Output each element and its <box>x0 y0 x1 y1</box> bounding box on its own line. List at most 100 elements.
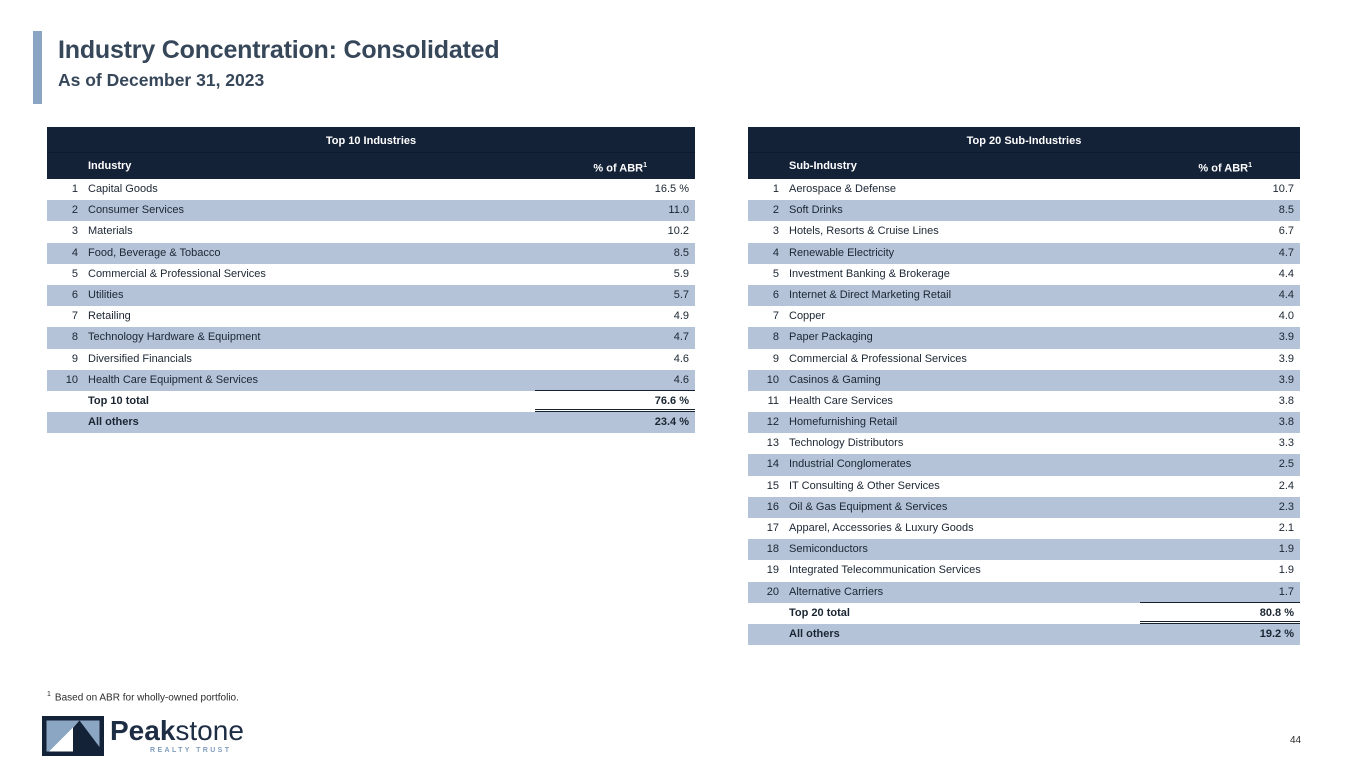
table-row: 10 Casinos & Gaming 3.9 <box>748 369 1300 391</box>
table-row: 1 Aerospace & Defense 10.7 <box>748 179 1300 200</box>
row-rank: 2 <box>772 204 779 217</box>
row-rank: 17 <box>766 522 779 534</box>
others-value: 23.4 % <box>654 416 689 429</box>
row-sub-industry-name: Aerospace & Defense <box>789 183 897 195</box>
logo-tagline: REALTY TRUST <box>150 747 232 754</box>
column-header-abr: % of ABR1 <box>1198 153 1300 179</box>
row-abr-value: 4.6 <box>673 352 689 365</box>
table-row: 4 Renewable Electricity 4.7 <box>748 242 1300 264</box>
table-row: 9 Commercial & Professional Services 3.9 <box>748 349 1300 370</box>
table-row: 14 Industrial Conglomerates 2.5 <box>748 454 1300 476</box>
row-abr-value: 4.0 <box>1278 310 1294 323</box>
row-industry-name: Food, Beverage & Tobacco <box>88 246 221 259</box>
table-row: 6 Internet & Direct Marketing Retail 4.4 <box>748 284 1300 307</box>
row-abr-value: 4.9 <box>673 310 689 323</box>
row-sub-industry-name: Commercial & Professional Services <box>789 352 967 365</box>
row-rank: 16 <box>766 500 779 513</box>
row-rank: 9 <box>772 352 779 365</box>
table-row: 1 Capital Goods 16.5 % <box>47 179 695 200</box>
table-row: 17 Apparel, Accessories & Luxury Goods 2… <box>748 518 1300 539</box>
peakstone-logo: Peakstone REALTY TRUST <box>42 715 272 760</box>
row-rank: 6 <box>71 288 78 301</box>
page-subtitle: As of December 31, 2023 <box>58 70 265 90</box>
row-abr-value: 3.3 <box>1278 437 1294 450</box>
table-row: 3 Materials 10.2 <box>47 221 695 242</box>
row-rank: 8 <box>772 331 779 344</box>
table-row: 7 Copper 4.0 <box>748 306 1300 327</box>
table-row: 20 Alternative Carriers 1.7 <box>748 581 1300 603</box>
wordmark-stone: stone <box>175 715 244 746</box>
row-abr-value: 1.9 <box>1278 564 1294 577</box>
row-rank: 1 <box>772 183 779 195</box>
table-row: 8 Technology Hardware & Equipment 4.7 <box>47 327 695 349</box>
footnote-text: Based on ABR for wholly-owned portfolio. <box>54 692 239 704</box>
row-sub-industry-name: Hotels, Resorts & Cruise Lines <box>789 225 939 238</box>
row-industry-name: Utilities <box>88 288 124 301</box>
column-header-sub-industry: Sub-Industry <box>789 160 857 172</box>
row-abr-value: 3.9 <box>1278 373 1294 386</box>
row-abr-value: 8.5 <box>1278 204 1294 217</box>
row-rank: 2 <box>71 204 78 217</box>
row-sub-industry-name: Renewable Electricity <box>789 246 895 259</box>
row-industry-name: Health Care Equipment & Services <box>88 373 258 386</box>
title-accent-bar <box>33 31 42 104</box>
row-rank: 7 <box>71 310 78 323</box>
row-sub-industry-name: Semiconductors <box>789 543 868 556</box>
row-rank: 9 <box>71 352 78 365</box>
table-row: 9 Diversified Financials 4.6 <box>47 349 695 370</box>
row-rank: 15 <box>766 479 779 492</box>
table-row: 8 Paper Packaging 3.9 <box>748 327 1300 349</box>
page-title: Industry Concentration: Consolidated <box>58 36 500 64</box>
footnote-marker: 1 <box>47 691 51 698</box>
row-abr-value: 4.7 <box>1278 246 1294 259</box>
row-abr-value: 8.5 <box>673 246 689 259</box>
row-rank: 6 <box>772 288 779 301</box>
row-industry-name: Diversified Financials <box>88 352 192 365</box>
top-20-total-row: Top 20 total 80.8 % <box>748 603 1300 624</box>
row-sub-industry-name: Technology Distributors <box>789 437 904 450</box>
row-rank: 8 <box>71 331 78 344</box>
row-rank: 4 <box>772 246 779 259</box>
row-sub-industry-name: Oil & Gas Equipment & Services <box>789 500 948 513</box>
row-rank: 7 <box>772 310 779 323</box>
row-abr-value: 6.7 <box>1278 225 1294 238</box>
row-abr-value: 10.7 <box>1272 183 1294 195</box>
page-number: 44 <box>1290 735 1302 746</box>
row-sub-industry-name: Casinos & Gaming <box>789 373 881 386</box>
table-row: 11 Health Care Services 3.8 <box>748 391 1300 412</box>
row-abr-value: 2.5 <box>1278 458 1294 471</box>
table-header: Top 20 Sub-Industries Sub-Industry % of … <box>748 127 1300 179</box>
table-title: Top 10 Industries <box>47 127 695 153</box>
row-abr-value: 1.9 <box>1278 543 1294 556</box>
row-sub-industry-name: Health Care Services <box>789 394 893 407</box>
row-sub-industry-name: Integrated Telecommunication Services <box>789 564 981 577</box>
row-sub-industry-name: Paper Packaging <box>789 331 873 344</box>
row-rank: 18 <box>766 543 779 556</box>
column-header-abr: % of ABR1 <box>593 153 695 179</box>
row-sub-industry-name: Copper <box>789 310 826 323</box>
row-rank: 4 <box>71 246 78 259</box>
others-label: All others <box>88 416 139 429</box>
table-body: 1 Capital Goods 16.5 % 2 Consumer Servic… <box>47 179 695 391</box>
row-abr-value: 3.8 <box>1278 394 1294 407</box>
table-row: 5 Investment Banking & Brokerage 4.4 <box>748 264 1300 285</box>
row-abr-value: 5.7 <box>673 288 689 301</box>
all-others-row: All others 23.4 % <box>47 412 695 434</box>
column-header-abr-footnote-marker: 1 <box>643 162 647 169</box>
row-industry-name: Materials <box>88 225 133 238</box>
column-header-abr-label: % of ABR <box>1198 162 1249 175</box>
row-abr-value: 4.4 <box>1278 267 1294 280</box>
row-abr-value: 16.5 % <box>654 183 689 195</box>
column-header-abr-label: % of ABR <box>593 162 644 175</box>
table-body: 1 Aerospace & Defense 10.7 2 Soft Drinks… <box>748 179 1300 603</box>
table-row: 5 Commercial & Professional Services 5.9 <box>47 264 695 285</box>
others-value: 19.2 % <box>1259 627 1294 640</box>
row-abr-value: 5.9 <box>673 267 689 280</box>
row-sub-industry-name: IT Consulting & Other Services <box>789 479 940 492</box>
row-abr-value: 4.6 <box>535 370 695 391</box>
row-industry-name: Retailing <box>88 310 131 323</box>
column-headers: Industry % of ABR1 <box>47 153 695 179</box>
table-row: 18 Semiconductors 1.9 <box>748 539 1300 561</box>
row-abr-value: 10.2 <box>667 225 689 238</box>
row-rank: 5 <box>71 267 78 280</box>
